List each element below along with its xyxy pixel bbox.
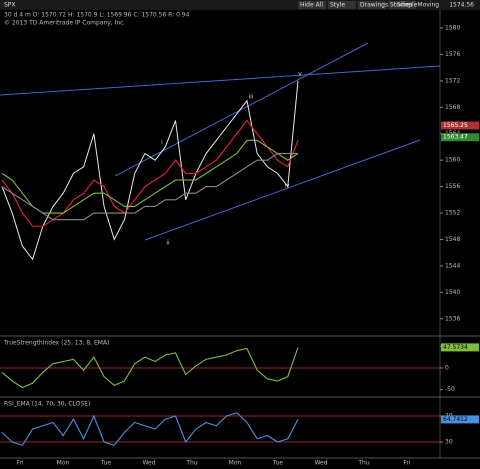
price-badge xyxy=(441,133,479,142)
wave-label: iii xyxy=(248,94,253,101)
x-tick-label: Fri xyxy=(16,460,23,467)
toolbar-button[interactable] xyxy=(388,1,416,9)
last-value: 64.7412 xyxy=(443,416,468,423)
x-tick-label: Tue xyxy=(272,460,284,467)
y-tick-label: 1540 xyxy=(445,289,460,296)
y-tick-label: 1552 xyxy=(445,210,460,217)
series-line xyxy=(1,347,299,389)
toolbar-button-label[interactable]: Drawings xyxy=(360,2,388,9)
y-tick-label: 1572 xyxy=(445,77,460,84)
header-info: 30 d 4 m O: 1570.72 H: 1570.9 L: 1569.96… xyxy=(4,12,190,19)
x-tick-label: Thu xyxy=(357,460,369,467)
y-tick-label: 0 xyxy=(445,365,449,372)
toolbar-button[interactable] xyxy=(298,1,326,9)
chart-frame xyxy=(0,10,480,459)
toolbar-button-label[interactable]: Studies xyxy=(390,2,412,9)
x-tick-label: Fri xyxy=(403,460,410,467)
study-title: TrueStrengthIndex (25, 13, 8, EMA) xyxy=(3,340,109,347)
y-tick-label: 1580 xyxy=(445,25,460,32)
value-badge xyxy=(441,343,479,352)
x-tick-label: Wed xyxy=(142,460,155,467)
series-line xyxy=(1,119,299,227)
y-tick-label: 1544 xyxy=(445,262,460,269)
wave-label: iv xyxy=(284,183,290,190)
toolbar-button-label[interactable]: Hide All xyxy=(300,2,323,9)
x-tick-label: Tue xyxy=(100,460,112,467)
y-tick-label: 1556 xyxy=(445,183,460,190)
last-price: 1574.56 xyxy=(449,2,474,9)
series-line xyxy=(1,412,299,446)
toolbar xyxy=(0,0,480,10)
toolbar-button[interactable] xyxy=(358,1,386,9)
y-tick-label: 1560 xyxy=(445,157,460,164)
wave-label: ii xyxy=(166,240,170,247)
series-line xyxy=(1,153,298,221)
x-tick-label: Thu xyxy=(185,460,197,467)
price-label: 1563.47 xyxy=(443,134,468,141)
toolbar-button[interactable] xyxy=(328,1,356,9)
y-tick-label: 1536 xyxy=(445,315,460,322)
study-title: RSI_EMA (14, 70, 30, CLOSE) xyxy=(4,401,90,408)
x-tick-label: Mon xyxy=(57,460,70,467)
wave-label: i xyxy=(161,140,163,147)
y-tick-label: -50 xyxy=(445,386,455,393)
y-tick-label: 1576 xyxy=(445,51,460,58)
series-line xyxy=(1,80,299,261)
y-tick-label: 1548 xyxy=(445,236,460,243)
x-tick-label: Mon xyxy=(229,460,242,467)
toolbar-button-label[interactable]: Style xyxy=(330,2,345,9)
trendlines xyxy=(0,42,441,241)
price-badge xyxy=(441,121,479,130)
study-name: SimpleMoving xyxy=(397,2,439,9)
x-tick-label: Wed xyxy=(314,460,327,467)
copyright: © 2013 TD Ameritrade IP Company, Inc. xyxy=(4,20,125,27)
value-badge xyxy=(441,415,479,424)
y-tick-label: 30 xyxy=(445,439,453,446)
wave-label: v xyxy=(298,71,302,78)
series-line xyxy=(1,139,299,214)
y-tick-label: 1568 xyxy=(445,104,460,111)
price-label: 1565.25 xyxy=(443,122,468,129)
last-value: 47.5734 xyxy=(443,344,468,351)
symbol: SPX xyxy=(4,2,16,9)
